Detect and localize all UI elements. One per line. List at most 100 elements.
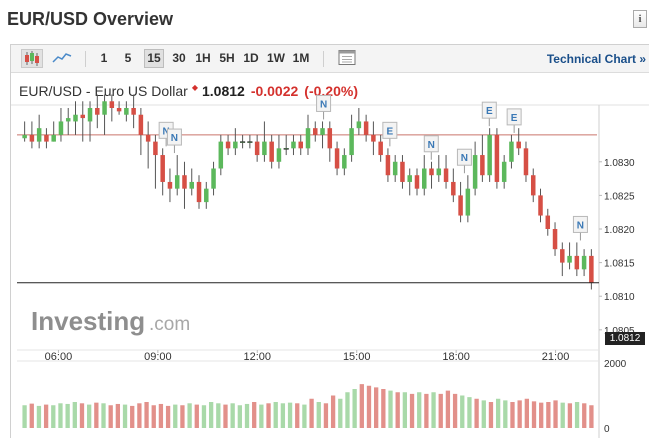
volume-bar: [503, 400, 508, 428]
x-tick-label: 06:00: [45, 351, 73, 363]
volume-bar: [539, 402, 544, 428]
bearish-candle: [363, 121, 369, 135]
toolbar-divider: [323, 51, 324, 67]
bearish-candle: [109, 101, 115, 108]
timeframe-1d[interactable]: 1D: [243, 51, 259, 65]
timeframe-5h[interactable]: 5H: [219, 51, 235, 65]
timeframe-1h[interactable]: 1H: [195, 51, 211, 65]
bearish-candle: [429, 168, 434, 176]
event-marker-label: E: [511, 113, 518, 124]
bullish-candle: [51, 134, 56, 142]
bullish-candle: [240, 141, 246, 143]
bullish-candle: [291, 141, 296, 149]
volume-bar: [316, 402, 321, 428]
bearish-candle: [269, 141, 274, 162]
volume-bar: [323, 403, 329, 428]
volume-bar: [352, 389, 357, 428]
timeframe-15[interactable]: 15: [144, 49, 164, 68]
volume-bar: [553, 400, 558, 428]
page-header: EUR/USD Overview i: [0, 0, 649, 40]
bearish-candle: [313, 128, 318, 135]
bearish-candle: [385, 155, 391, 176]
volume-bar: [560, 402, 565, 428]
volume-bar: [345, 392, 350, 428]
bearish-candle: [560, 249, 565, 263]
volume-bar: [582, 403, 587, 428]
volume-bar: [438, 393, 443, 428]
bearish-candle: [29, 134, 35, 142]
bullish-candle: [276, 148, 282, 162]
event-marker: [506, 108, 522, 126]
bearish-candle: [131, 108, 136, 115]
volume-bar: [510, 402, 515, 428]
bullish-candle: [356, 121, 362, 129]
bullish-candle: [247, 141, 253, 143]
volume-bar: [295, 403, 300, 428]
info-icon[interactable]: i: [633, 10, 647, 28]
volume-bar: [309, 398, 314, 428]
volume-bar: [180, 405, 185, 428]
x-tick-label: 09:00: [144, 351, 172, 363]
y-tick-label: 1.0810: [604, 292, 635, 303]
bearish-candle: [480, 155, 485, 176]
candlestick-chart-icon[interactable]: [21, 49, 43, 68]
volume-bar: [417, 392, 422, 428]
volume-bar: [488, 402, 494, 428]
volume-bar: [567, 403, 573, 428]
bullish-candle: [174, 175, 180, 189]
bearish-candle: [574, 255, 580, 270]
timeframe-1[interactable]: 1: [100, 51, 108, 65]
event-marker: [166, 128, 182, 146]
volume-bar: [589, 405, 594, 428]
volume-bar: [58, 403, 63, 428]
volume-bar: [395, 392, 400, 428]
bearish-candle: [145, 134, 151, 142]
y-tick-label: 1.0815: [604, 259, 635, 270]
event-marker: [382, 121, 398, 139]
bearish-candle: [116, 108, 122, 112]
price-change: -0.0022: [250, 83, 299, 99]
bearish-candle: [225, 141, 231, 149]
volume-bar: [115, 403, 121, 428]
bearish-candle: [80, 114, 86, 119]
volume-bar: [302, 404, 307, 428]
timeframe-30[interactable]: 30: [172, 51, 186, 65]
price-chart[interactable]: Investing .com 06:00 09:00 12:00 15:00 18:00 21…: [11, 45, 649, 438]
event-marker-label: N: [428, 140, 435, 151]
volume-bar: [517, 400, 522, 428]
timeframe-5[interactable]: 5: [124, 51, 132, 65]
bullish-candle: [305, 128, 311, 149]
volume-bar: [223, 404, 228, 428]
volume-bar: [108, 405, 113, 428]
volume-bar: [208, 402, 214, 428]
bearish-candle: [138, 114, 144, 135]
volume-bar: [445, 390, 451, 428]
y-tick-label: 1.0820: [604, 225, 635, 236]
volume-bar: [244, 403, 250, 428]
timeframe-1w[interactable]: 1W: [267, 51, 285, 65]
y-tick-label: 1.0825: [604, 191, 635, 202]
timeframe-1m[interactable]: 1M: [292, 51, 310, 65]
volume-bar: [216, 403, 221, 428]
technical-chart-link[interactable]: Technical Chart »: [546, 52, 646, 66]
volume-bar: [130, 405, 135, 428]
volume-bar: [29, 403, 34, 428]
volume-bar: [280, 403, 286, 428]
volume-bar: [194, 404, 199, 428]
bearish-candle: [523, 148, 529, 176]
bullish-candle: [87, 108, 93, 122]
volume-bar: [524, 398, 529, 428]
bearish-candle: [182, 175, 187, 189]
bullish-candle: [204, 188, 209, 203]
event-marker: [316, 94, 332, 112]
volume-bar: [330, 395, 336, 428]
calendar-icon[interactable]: [337, 49, 359, 68]
line-chart-icon[interactable]: [51, 49, 73, 68]
volume-bar: [252, 402, 257, 428]
bearish-candle: [589, 255, 594, 283]
bullish-candle: [283, 148, 289, 150]
volume-bar: [173, 404, 178, 428]
volume-bar: [460, 395, 465, 428]
instrument-name: EUR/USD - Euro US Dollar: [19, 83, 188, 99]
toolbar-divider: [85, 51, 86, 67]
